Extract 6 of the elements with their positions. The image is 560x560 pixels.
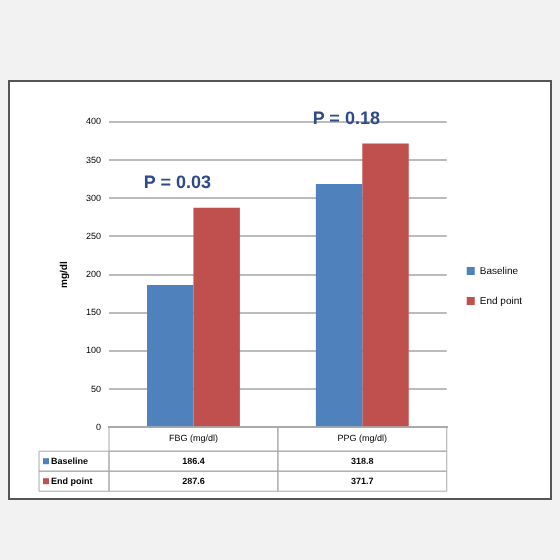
bar: [147, 284, 194, 427]
bar: [315, 183, 363, 427]
bar: [193, 207, 240, 427]
bar: [362, 143, 409, 427]
annotation: P = 0.03: [143, 171, 212, 192]
annotation: P = 0.18: [312, 107, 380, 128]
